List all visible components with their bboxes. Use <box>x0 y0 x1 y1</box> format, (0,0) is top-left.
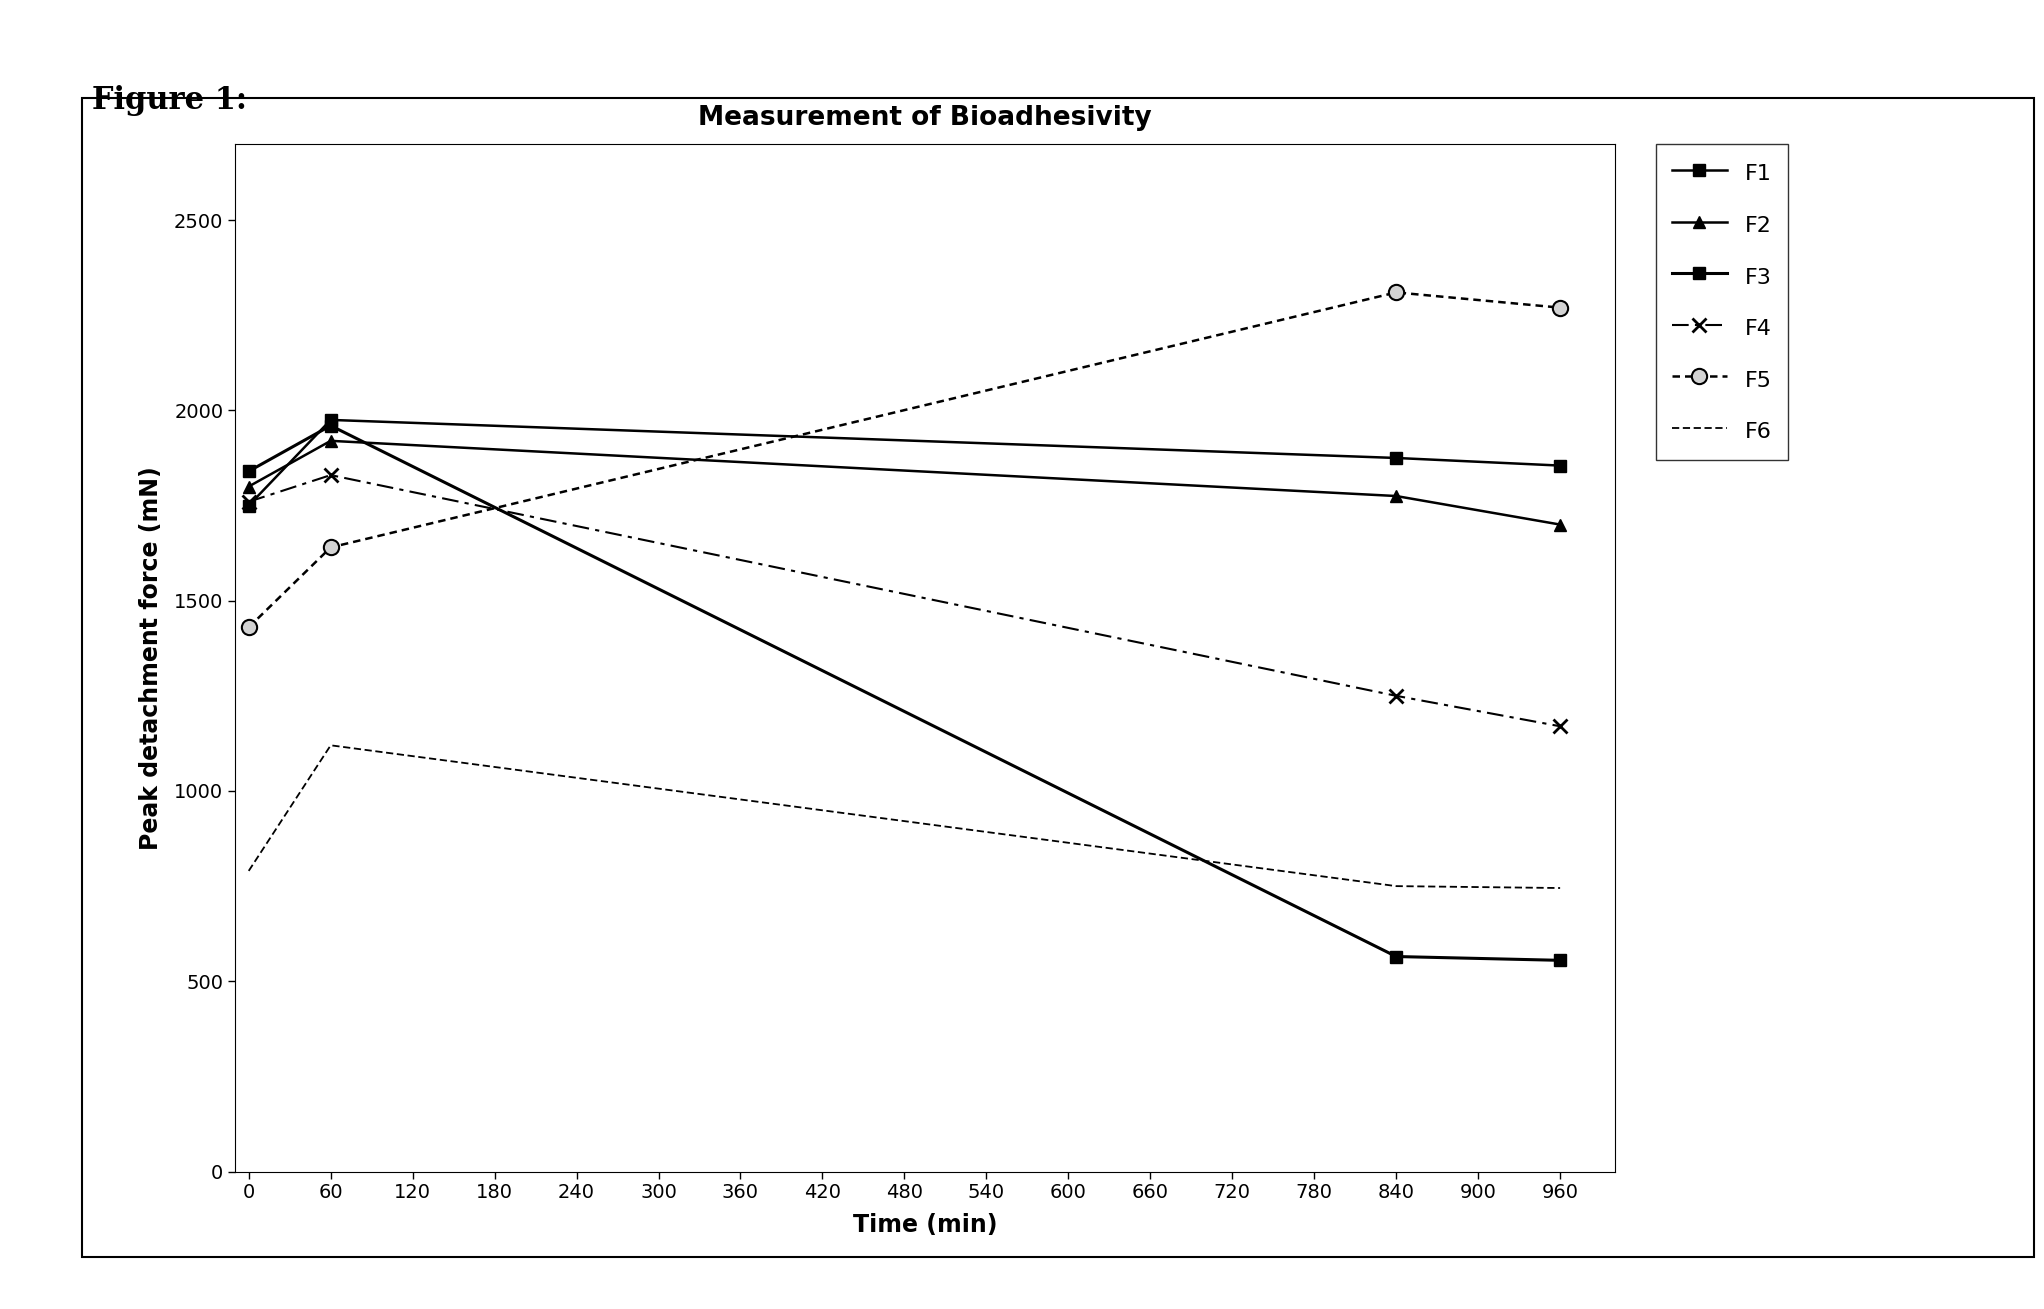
Line: F1: F1 <box>243 415 1566 511</box>
Line: F2: F2 <box>243 435 1566 531</box>
Line: F6: F6 <box>249 745 1560 888</box>
F4 <box>319 467 343 483</box>
Title: Measurement of Bioadhesivity: Measurement of Bioadhesivity <box>699 105 1151 131</box>
Legend: F1, F2, F3, F4, F5, F6: F1, F2, F3, F4, F5, F6 <box>1656 144 1788 459</box>
Line: F3: F3 <box>243 419 1566 966</box>
F1 <box>237 497 262 513</box>
F5 <box>1384 284 1408 300</box>
F6 <box>319 737 343 753</box>
Text: Figure 1:: Figure 1: <box>92 85 247 117</box>
F1 <box>1384 450 1408 466</box>
F2 <box>237 479 262 495</box>
F6 <box>1547 880 1572 895</box>
F1 <box>1547 458 1572 474</box>
F3 <box>237 463 262 479</box>
F6 <box>1384 878 1408 894</box>
F3 <box>1384 949 1408 965</box>
F4 <box>237 493 262 509</box>
X-axis label: Time (min): Time (min) <box>852 1213 997 1237</box>
F1 <box>319 412 343 428</box>
F4 <box>1384 689 1408 704</box>
Y-axis label: Peak detachment force (mN): Peak detachment force (mN) <box>139 466 164 850</box>
F3 <box>1547 953 1572 969</box>
F2 <box>319 433 343 449</box>
F2 <box>1547 517 1572 533</box>
F5 <box>1547 300 1572 315</box>
F5 <box>319 539 343 555</box>
F6 <box>237 863 262 878</box>
Line: F4: F4 <box>241 469 1568 733</box>
F3 <box>319 418 343 433</box>
F4 <box>1547 719 1572 734</box>
Line: F5: F5 <box>241 285 1568 635</box>
F2 <box>1384 488 1408 504</box>
F5 <box>237 619 262 635</box>
